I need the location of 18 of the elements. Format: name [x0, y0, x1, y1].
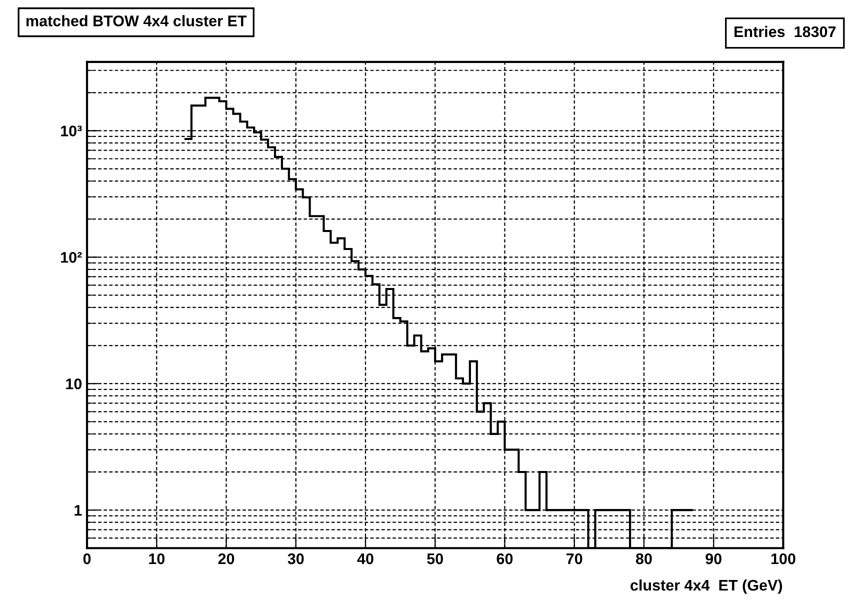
x-tick-label: 80: [636, 553, 652, 564]
x-tick-label: 50: [427, 553, 443, 564]
x-tick-label: 30: [288, 553, 304, 564]
chart-title: matched BTOW 4x4 cluster ET: [26, 15, 247, 26]
x-axis-title: cluster 4x4 ET (GeV): [630, 579, 782, 594]
y-tick-label: 10: [66, 378, 82, 390]
y-tick-label: 10³: [61, 126, 82, 136]
x-tick-label: 90: [706, 553, 722, 564]
x-tick-label: 40: [357, 553, 374, 564]
x-tick-label: 60: [496, 553, 513, 564]
x-tick-label: 100: [771, 553, 796, 564]
y-tick-label: 10²: [61, 252, 82, 263]
x-tick-label: 0: [83, 553, 91, 564]
x-tick-label: 20: [218, 553, 234, 564]
x-tick-label: 10: [149, 553, 165, 564]
text: Entries 18307: [734, 26, 836, 38]
x-tick-label: 70: [566, 553, 582, 564]
y-tick-label: 1: [74, 505, 82, 516]
